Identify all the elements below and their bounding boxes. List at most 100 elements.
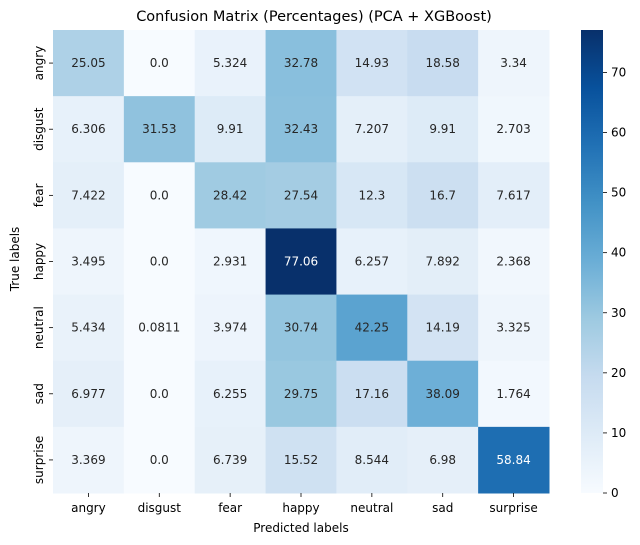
cell-value-label: 0.0811	[138, 321, 180, 335]
cell-value-label: 17.16	[355, 387, 389, 401]
cell-value-label: 0.0	[150, 188, 169, 202]
colorbar-ticks: 0 10 20 30 40 50 60 70	[603, 65, 626, 500]
heatmap-cell	[336, 96, 408, 163]
x-axis-label: Predicted labels	[253, 521, 348, 535]
cell-value-label: 58.84	[496, 453, 530, 467]
heatmap-cell	[265, 360, 337, 428]
cell-value-label: 18.58	[426, 56, 460, 70]
heatmap-cell	[194, 360, 267, 428]
cell-value-label: 2.931	[213, 255, 247, 269]
cell-value-label: 6.257	[355, 255, 389, 269]
colorbar-tick-label: 0	[611, 486, 619, 500]
cell-value-label: 0.0	[150, 453, 169, 467]
cell-value-label: 0.0	[150, 387, 169, 401]
colorbar-tick-label: 40	[611, 246, 626, 260]
cell-value-label: 15.52	[284, 453, 318, 467]
cell-value-label: 3.325	[496, 321, 530, 335]
x-tick-label: neutral	[350, 501, 393, 515]
heatmap-cell	[265, 228, 337, 296]
heatmap-cell	[336, 30, 408, 97]
y-axis-label: True labels	[8, 227, 22, 293]
cell-value-label: 6.977	[71, 387, 105, 401]
y-axis-ticks: angry disgust fear happy neutral sad surprise	[32, 46, 53, 484]
colorbar-tick-label: 20	[611, 366, 626, 380]
heatmap-cell	[123, 228, 196, 296]
cell-value-label: 9.91	[217, 122, 244, 136]
cell-value-label: 6.306	[71, 122, 105, 136]
heatmap-cell	[53, 294, 125, 362]
cell-value-label: 6.739	[213, 453, 247, 467]
heatmap-cell	[336, 294, 408, 362]
heatmap-cell	[53, 96, 125, 163]
heatmap-cell	[336, 162, 408, 229]
cell-value-label: 7.207	[355, 122, 389, 136]
cell-value-label: 0.0	[150, 56, 169, 70]
heatmap-cell	[53, 228, 125, 296]
colorbar-tick-label: 30	[611, 306, 626, 320]
cell-value-label: 30.74	[284, 321, 318, 335]
x-tick-label: fear	[218, 501, 242, 515]
x-axis-ticks: angry disgust fear happy neutral sad surprise	[71, 493, 538, 515]
heatmap-cell	[265, 426, 337, 494]
cell-value-label: 3.369	[71, 453, 105, 467]
cell-value-label: 5.434	[71, 321, 105, 335]
heatmap-cell	[194, 162, 267, 229]
cell-value-label: 7.892	[426, 255, 460, 269]
heatmap-cell	[265, 162, 337, 229]
cell-value-label: 38.09	[426, 387, 460, 401]
heatmap-cell	[407, 162, 479, 229]
cell-value-label: 8.544	[355, 453, 389, 467]
heatmap-cell	[478, 30, 550, 97]
heatmap-cell	[407, 426, 479, 494]
x-tick-label: happy	[282, 501, 319, 515]
cell-value-label: 27.54	[284, 188, 318, 202]
cell-value-label: 16.7	[429, 188, 456, 202]
cell-value-label: 7.422	[71, 188, 105, 202]
heatmap-cell	[194, 294, 267, 362]
x-tick-label: angry	[71, 501, 106, 515]
heatmap-cell	[478, 96, 550, 163]
heatmap-cell	[194, 30, 267, 97]
heatmap-cell	[53, 426, 125, 494]
cell-value-label: 77.06	[284, 255, 318, 269]
cell-value-label: 6.255	[213, 387, 247, 401]
heatmap-cell	[336, 360, 408, 428]
heatmap-cell	[478, 360, 550, 428]
heatmap-cell	[123, 426, 196, 494]
cell-value-label: 31.53	[142, 122, 176, 136]
heatmap-cell	[123, 360, 196, 428]
cell-value-label: 1.764	[496, 387, 530, 401]
cell-value-label: 2.703	[496, 122, 530, 136]
cell-value-label: 5.324	[213, 56, 247, 70]
heatmap-cell	[53, 162, 125, 229]
cell-value-label: 2.368	[496, 255, 530, 269]
heatmap-cell	[123, 30, 196, 97]
cell-value-label: 6.98	[429, 453, 456, 467]
heatmap-cell	[265, 30, 337, 97]
heatmap-cell	[123, 294, 196, 362]
y-tick-label: neutral	[32, 306, 46, 349]
y-tick-label: surprise	[32, 436, 46, 484]
cell-value-label: 14.19	[426, 321, 460, 335]
heatmap-cell	[53, 360, 125, 428]
heatmap-cell	[194, 426, 267, 494]
colorbar-tick-label: 70	[611, 65, 626, 79]
heatmap-cell	[407, 294, 479, 362]
cell-value-label: 28.42	[213, 188, 247, 202]
heatmap-cell	[407, 30, 479, 97]
cell-value-label: 3.34	[500, 56, 527, 70]
cell-value-label: 3.974	[213, 321, 247, 335]
cell-value-label: 32.43	[284, 122, 318, 136]
heatmap-cell	[478, 426, 550, 494]
y-tick-label: happy	[32, 243, 46, 280]
x-tick-label: disgust	[138, 501, 182, 515]
heatmap-cell	[265, 294, 337, 362]
heatmap-cell	[123, 162, 196, 229]
heatmap-cell	[123, 96, 196, 163]
heatmap-cell	[478, 294, 550, 362]
heatmap-cell	[194, 96, 267, 163]
cell-value-label: 14.93	[355, 56, 389, 70]
chart-title: Confusion Matrix (Percentages) (PCA + XG…	[136, 9, 492, 25]
heatmap-cell	[194, 228, 267, 296]
